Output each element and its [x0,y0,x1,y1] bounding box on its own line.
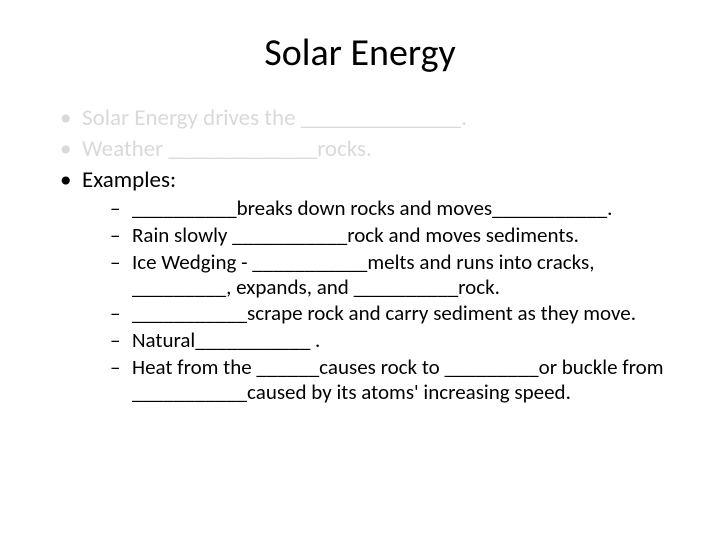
bullet-list: Solar Energy drives the ______________. … [60,104,670,404]
sub-item-3: Ice Wedging - ___________melts and runs … [110,250,670,300]
slide: Solar Energy Solar Energy drives the ___… [0,0,720,540]
sub-item-5: Natural___________ . [110,328,670,353]
slide-title: Solar Energy [50,30,670,76]
sub-item-6: Heat from the ______causes rock to _____… [110,355,670,405]
sub-item-2: Rain slowly ___________rock and moves se… [110,223,670,248]
bullet-item-3: Examples: __________breaks down rocks an… [60,166,670,405]
bullet-item-1: Solar Energy drives the ______________. [60,104,670,133]
bullet-item-2: Weather _____________rocks. [60,135,670,164]
bullet-item-3-label: Examples: [82,166,176,194]
sub-item-1: __________breaks down rocks and moves___… [110,196,670,221]
sub-item-4: ___________scrape rock and carry sedimen… [110,301,670,326]
sub-bullet-list: __________breaks down rocks and moves___… [110,196,670,404]
